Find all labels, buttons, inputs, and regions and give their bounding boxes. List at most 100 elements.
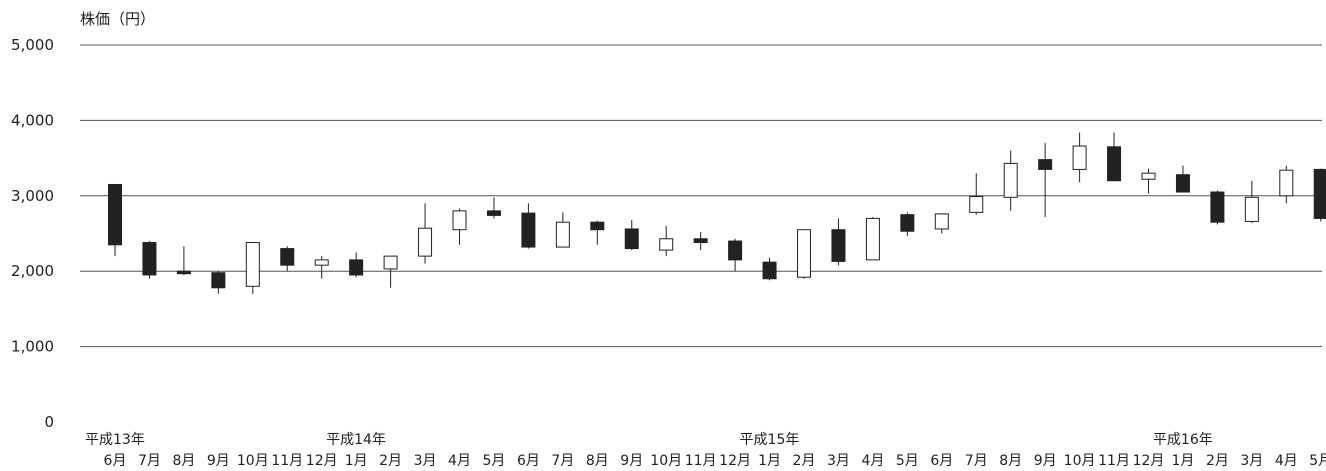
x-month-label: 5月 [1309,453,1326,469]
x-month-label: 4月 [861,453,884,469]
x-month-label: 2月 [1206,453,1229,469]
x-month-label: 1月 [1171,453,1194,469]
candle-body-down [1175,174,1190,193]
y-tick-label: 5,000 [11,36,54,54]
era-label: 平成14年 [326,432,386,448]
candle-body-up [245,242,260,287]
candle-body-up [555,221,570,248]
candle-body-up [1279,169,1294,197]
x-month-label: 10月 [1064,453,1096,469]
x-month-label: 8月 [586,453,609,469]
era-label: 平成13年 [85,432,145,448]
candle-body-down [280,248,295,266]
candle [831,218,846,266]
y-axis-tick-labels: 0 1,000 2,000 3,000 4,000 5,000 [11,36,54,431]
candle [1313,168,1326,222]
x-month-label: 4月 [1275,453,1298,469]
x-month-label: 12月 [306,453,338,469]
candle-body-down [1038,159,1053,170]
x-month-label: 4月 [448,453,471,469]
candle [383,255,398,288]
y-tick-label: 0 [44,413,54,431]
candle [1038,143,1053,217]
x-axis-month-labels: 6月 7月 8月 9月 10月 11月 12月 1月 2月 3月 4月 5月 6月 7月 8月 9月 10月 11… [104,453,1326,469]
candle-body-down [211,272,226,289]
x-month-label: 7月 [965,453,988,469]
candle [590,220,605,245]
candle-body-down [349,259,364,276]
y-tick-label: 2,000 [11,262,54,280]
x-month-label: 7月 [551,453,574,469]
candle-body-down [1107,146,1122,182]
candle [211,271,226,294]
x-month-label: 12月 [719,453,751,469]
x-axis-era-labels: 平成13年 平成14年 平成15年 平成16年 [85,432,1213,448]
x-month-label: 6月 [930,453,953,469]
candle-body-up [314,259,329,266]
candle [1107,132,1122,182]
x-month-label: 5月 [482,453,505,469]
candle [693,231,708,251]
x-month-label: 9月 [620,453,643,469]
candle [245,242,260,294]
candle [1175,165,1190,193]
candle-body-down [1210,191,1225,223]
candle-body-down [693,238,708,244]
candle-body-up [1003,162,1018,198]
candle-body-down [624,228,639,250]
candle [418,203,433,264]
candle [1210,190,1225,225]
candle [555,212,570,248]
candle-body-up [1244,196,1259,222]
candle [142,241,157,279]
candle [108,183,122,257]
candle [934,213,949,234]
candlestick-series [108,132,1326,294]
candle-body-up [659,238,674,251]
candle [314,256,329,279]
x-month-label: 10月 [650,453,682,469]
x-month-label: 9月 [207,453,230,469]
era-label: 平成15年 [740,432,800,448]
candle-body-down [900,214,915,232]
x-month-label: 8月 [172,453,195,469]
candle [452,208,467,245]
candle-body-up [418,227,433,257]
candle-body-up [383,255,398,270]
x-month-label: 11月 [271,453,303,469]
candle-body-down [176,270,191,275]
y-tick-label: 1,000 [11,338,54,356]
candle-body-up [934,213,949,230]
candle-body-up [797,229,811,278]
candle-body-down [1313,168,1326,219]
y-axis-title: 株価（円） [80,10,155,28]
x-month-label: 2月 [793,453,816,469]
era-label: 平成16年 [1153,432,1213,448]
candle [624,219,639,251]
candle-body-up [452,210,467,231]
x-month-label: 7月 [138,453,161,469]
x-month-label: 3月 [827,453,850,469]
candle [280,246,295,272]
candle [1141,168,1156,194]
y-tick-label: 3,000 [11,187,54,205]
candle-body-down [486,210,501,216]
x-month-label: 8月 [999,453,1022,469]
candle [797,229,811,279]
candle [969,173,984,215]
y-tick-label: 4,000 [11,111,54,129]
x-month-label: 1月 [345,453,368,469]
x-month-label: 9月 [1034,453,1057,469]
candle [349,252,364,278]
candle [176,246,191,275]
candle [521,203,536,249]
grid-lines [80,44,1322,348]
x-month-label: 5月 [896,453,919,469]
x-month-label: 12月 [1133,453,1165,469]
candle-body-up [969,196,984,213]
candle [900,212,915,236]
candle [865,216,880,261]
candle [762,257,777,281]
x-month-label: 1月 [758,453,781,469]
candle-body-down [831,229,846,262]
